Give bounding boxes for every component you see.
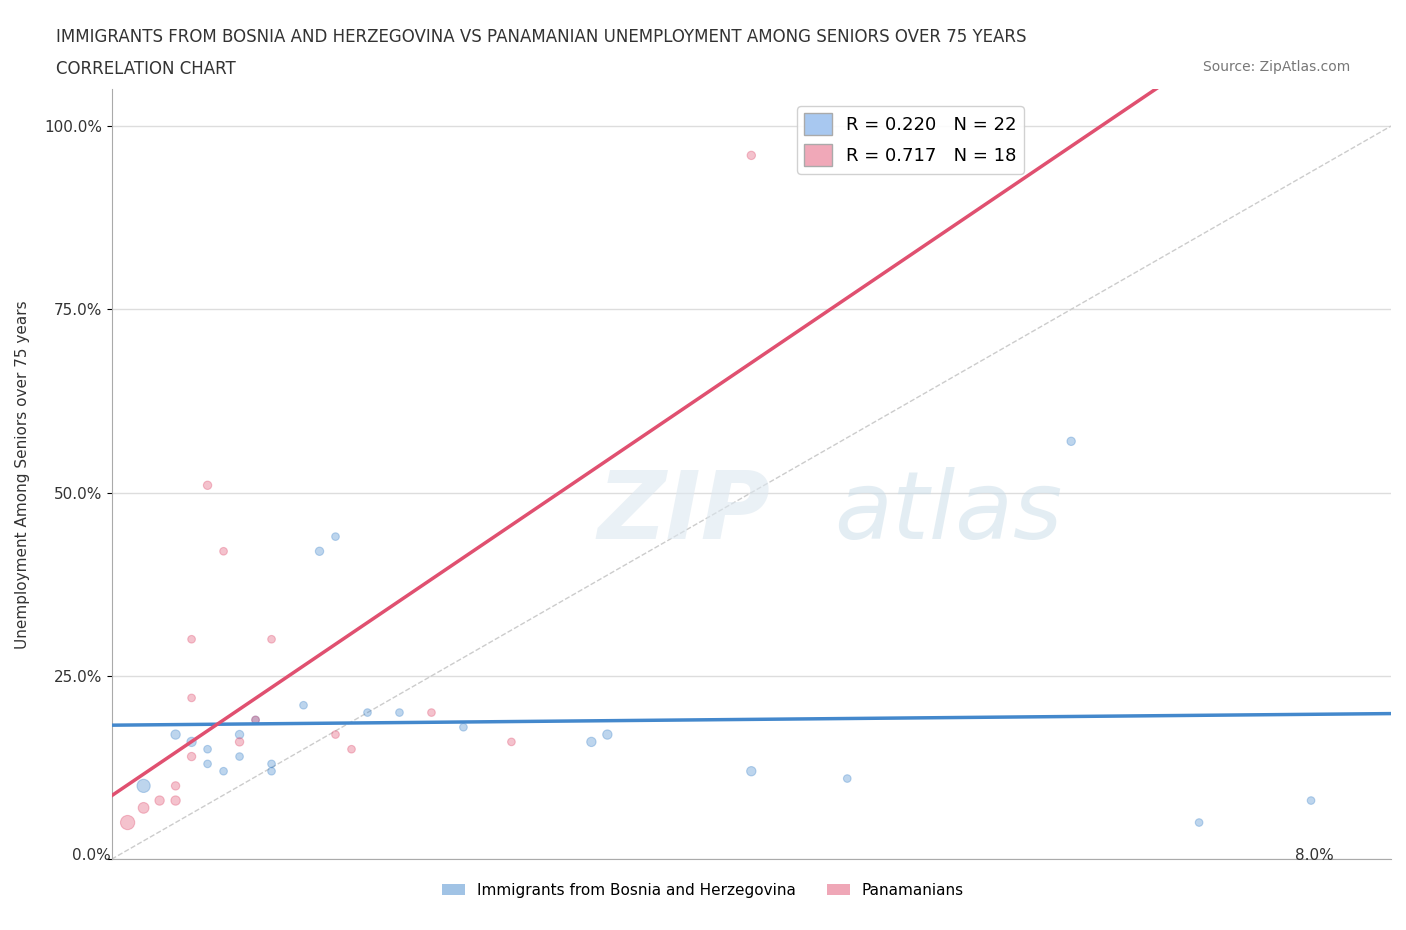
- Point: [292, 698, 315, 712]
- Point: [1299, 793, 1322, 808]
- Text: ZIP: ZIP: [598, 467, 770, 559]
- Point: [837, 771, 859, 786]
- Point: [228, 727, 250, 742]
- Point: [501, 735, 523, 750]
- Point: [197, 478, 219, 493]
- Point: [260, 756, 283, 771]
- Point: [132, 801, 155, 816]
- Text: atlas: atlas: [835, 467, 1063, 558]
- Point: [180, 750, 202, 764]
- Point: [308, 544, 330, 559]
- Text: CORRELATION CHART: CORRELATION CHART: [56, 60, 236, 78]
- Point: [325, 727, 347, 742]
- Point: [228, 735, 250, 750]
- Point: [1060, 434, 1083, 449]
- Point: [740, 148, 762, 163]
- Point: [212, 764, 235, 778]
- Y-axis label: Unemployment Among Seniors over 75 years: Unemployment Among Seniors over 75 years: [15, 300, 30, 648]
- Text: 0.0%: 0.0%: [72, 848, 111, 863]
- Point: [260, 631, 283, 646]
- Point: [197, 756, 219, 771]
- Point: [245, 712, 267, 727]
- Point: [149, 793, 172, 808]
- Point: [132, 778, 155, 793]
- Point: [325, 529, 347, 544]
- Point: [228, 750, 250, 764]
- Point: [596, 727, 619, 742]
- Text: 8.0%: 8.0%: [1295, 848, 1334, 863]
- Text: Source: ZipAtlas.com: Source: ZipAtlas.com: [1202, 60, 1350, 74]
- Point: [356, 705, 378, 720]
- Legend: Immigrants from Bosnia and Herzegovina, Panamanians: Immigrants from Bosnia and Herzegovina, …: [436, 877, 970, 904]
- Point: [180, 690, 202, 705]
- Point: [388, 705, 411, 720]
- Point: [581, 735, 603, 750]
- Point: [117, 815, 139, 830]
- Point: [420, 705, 443, 720]
- Point: [340, 742, 363, 757]
- Point: [1188, 815, 1211, 830]
- Point: [165, 778, 187, 793]
- Point: [165, 793, 187, 808]
- Point: [165, 727, 187, 742]
- Point: [453, 720, 475, 735]
- Point: [180, 631, 202, 646]
- Text: IMMIGRANTS FROM BOSNIA AND HERZEGOVINA VS PANAMANIAN UNEMPLOYMENT AMONG SENIORS : IMMIGRANTS FROM BOSNIA AND HERZEGOVINA V…: [56, 28, 1026, 46]
- Point: [260, 764, 283, 778]
- Point: [740, 764, 762, 778]
- Point: [212, 544, 235, 559]
- Point: [180, 735, 202, 750]
- Legend: R = 0.220   N = 22, R = 0.717   N = 18: R = 0.220 N = 22, R = 0.717 N = 18: [797, 106, 1024, 174]
- Point: [197, 742, 219, 757]
- Point: [245, 712, 267, 727]
